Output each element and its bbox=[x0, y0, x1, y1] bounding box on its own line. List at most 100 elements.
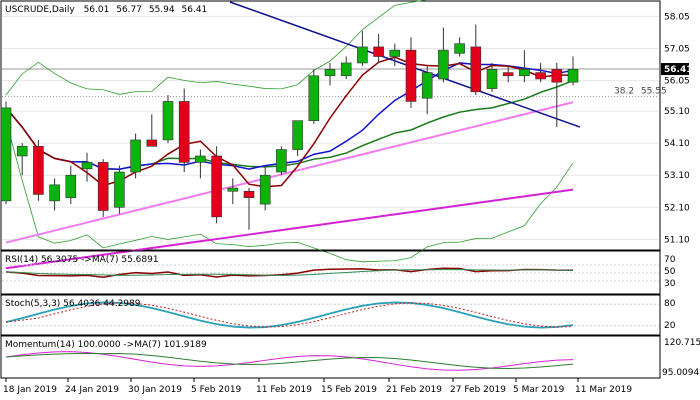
rsi-title: RSI(14) 56.3075 ->MA(7) 55.6891 bbox=[5, 255, 159, 265]
x-tick-label: 18 Jan 2019 bbox=[3, 385, 57, 395]
rsi-tick-50: 50 bbox=[664, 267, 676, 277]
stoch-pane-frame bbox=[0, 294, 661, 336]
candle-body bbox=[292, 120, 303, 150]
rsi-tick-30: 30 bbox=[664, 279, 676, 289]
ma-magenta-line bbox=[5, 188, 574, 270]
candle-body bbox=[162, 101, 174, 141]
fib-ratio: 38.2 bbox=[614, 87, 634, 97]
candle-body bbox=[324, 69, 336, 77]
fib-price: 55.55 bbox=[641, 87, 667, 97]
candle-body bbox=[438, 49, 449, 80]
candle-body bbox=[454, 43, 465, 54]
price-tick-label: 58.05 bbox=[664, 12, 690, 22]
fib-label: 38.2 55.55 bbox=[614, 87, 667, 97]
momentum-axis: 120.7155 95.00949 bbox=[662, 338, 700, 378]
last-price-marker: 56.41 bbox=[661, 63, 692, 76]
main-title: USCRUDE,Daily 56.01 56.77 55.94 56.41 bbox=[5, 5, 207, 15]
stoch-pane bbox=[2, 301, 659, 329]
candle-body bbox=[178, 101, 190, 163]
x-tick-label: 27 Feb 2019 bbox=[450, 385, 506, 395]
candle-body bbox=[243, 190, 255, 198]
price-tick-label: 57.05 bbox=[664, 45, 690, 55]
rsi-ma-line bbox=[5, 268, 574, 276]
candle-body bbox=[551, 69, 563, 83]
candle-body bbox=[97, 162, 109, 211]
stoch-title: Stoch(5,3,3) 56.4036 44.2989 bbox=[5, 299, 141, 309]
stoch-d-line bbox=[5, 302, 574, 328]
price-tick-label: 51.10 bbox=[664, 235, 690, 245]
last-price-value: 56.41 bbox=[664, 65, 692, 75]
candle-body bbox=[535, 72, 546, 80]
candle-body bbox=[567, 69, 579, 83]
candle-body bbox=[373, 46, 384, 57]
ohlc-low: 55.94 bbox=[149, 5, 175, 15]
candle-body bbox=[486, 69, 498, 89]
momentum-tick-low: 95.00949 bbox=[662, 368, 700, 378]
candle-body bbox=[357, 46, 368, 64]
bollinger-band bbox=[5, 0, 574, 263]
momentum-tick-high: 120.7155 bbox=[664, 338, 700, 348]
x-tick-label: 24 Jan 2019 bbox=[65, 385, 119, 395]
ma-pink-line bbox=[5, 101, 574, 244]
candle-body bbox=[340, 62, 352, 77]
title-separator: , bbox=[49, 5, 52, 15]
x-tick-label: 15 Feb 2019 bbox=[321, 385, 377, 395]
candle-body bbox=[81, 162, 93, 170]
candle-body bbox=[130, 139, 141, 173]
x-tick-label: 11 Feb 2019 bbox=[256, 385, 312, 395]
candle-body bbox=[519, 69, 530, 77]
timeframe-label: Daily bbox=[52, 5, 75, 15]
band-lower bbox=[5, 120, 574, 263]
candle-body bbox=[405, 49, 417, 102]
candle-body bbox=[65, 174, 77, 198]
price-axis: 58.05 57.05 56.05 55.10 54.10 53.10 52.10 51.10 bbox=[664, 12, 690, 245]
rsi-tick-70: 70 bbox=[664, 255, 676, 265]
rsi-line bbox=[5, 267, 574, 278]
candle-body bbox=[211, 155, 222, 218]
candle-body bbox=[114, 171, 125, 208]
band-upper bbox=[5, 0, 427, 96]
fib-level-label: 38.2 55.55 bbox=[614, 87, 667, 97]
rsi-pane bbox=[2, 264, 659, 282]
candle-body bbox=[49, 184, 60, 202]
candle-body bbox=[227, 187, 239, 192]
momentum-pane bbox=[5, 351, 574, 371]
candle-body bbox=[259, 174, 271, 205]
x-tick-label: 11 Mar 2019 bbox=[575, 385, 632, 395]
momentum-ma-line bbox=[5, 352, 574, 369]
price-tick-label: 52.10 bbox=[664, 203, 690, 213]
last-price-box bbox=[661, 63, 689, 76]
candles bbox=[0, 24, 579, 230]
candle-body bbox=[276, 149, 287, 173]
rsi-axis: 70 50 30 bbox=[664, 255, 676, 289]
stoch-tick-20: 20 bbox=[664, 321, 676, 331]
x-tick-label: 21 Feb 2019 bbox=[386, 385, 442, 395]
symbol-label: USCRUDE bbox=[5, 5, 49, 15]
date-axis: 18 Jan 2019 24 Jan 2019 30 Jan 2019 5 Feb 2… bbox=[3, 378, 632, 395]
price-tick-label: 55.10 bbox=[664, 107, 690, 117]
stoch-axis: 80 20 bbox=[664, 299, 676, 331]
ohlc-high: 56.77 bbox=[116, 5, 142, 15]
x-tick-label: 30 Jan 2019 bbox=[128, 385, 182, 395]
momentum-pane-frame bbox=[0, 335, 661, 379]
candle-body bbox=[0, 107, 12, 202]
ohlc-open: 56.01 bbox=[84, 5, 110, 15]
candle-body bbox=[33, 146, 44, 195]
candle-body bbox=[16, 146, 28, 157]
candle-body bbox=[502, 72, 514, 77]
candle-body bbox=[195, 155, 206, 163]
price-tick-label: 54.10 bbox=[664, 139, 690, 149]
rsi-pane-frame bbox=[0, 250, 661, 295]
stoch-k-line bbox=[5, 301, 574, 329]
price-tick-label: 53.10 bbox=[664, 171, 690, 181]
trendline bbox=[229, 1, 581, 128]
x-tick-label: 5 Mar 2019 bbox=[513, 385, 565, 395]
candle-body bbox=[146, 139, 158, 147]
ohlc-close: 56.41 bbox=[182, 5, 208, 15]
price-tick-label: 56.05 bbox=[664, 77, 690, 87]
stoch-tick-80: 80 bbox=[664, 299, 676, 309]
candle-body bbox=[470, 46, 482, 93]
descending-trendline bbox=[229, 1, 581, 128]
momentum-title: Momentum(14) 100.0000 ->MA(7) 101.9189 bbox=[5, 340, 207, 350]
